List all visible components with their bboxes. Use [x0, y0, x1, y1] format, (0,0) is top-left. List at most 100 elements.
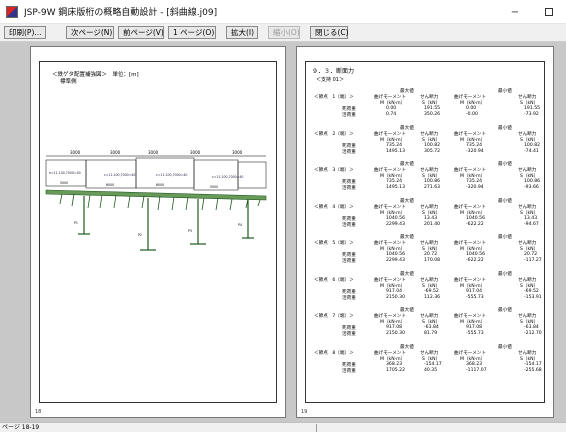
column-unit: M（kN·m）	[380, 320, 406, 325]
column-header: 曲げモーメント	[454, 204, 486, 210]
column-unit: M（kN·m）	[460, 210, 486, 216]
maximize-button[interactable]	[532, 0, 566, 24]
table-cell: 917.04	[466, 288, 483, 294]
table-cell: 1705.22	[386, 367, 405, 373]
minimize-icon: −	[510, 6, 520, 18]
table-cell: 13.43	[524, 215, 538, 221]
column-header: せん断力	[420, 277, 439, 283]
window-title: JSP-9W 鋼床版桁の概略自動設計 - [斜曲線.j09]	[24, 8, 218, 18]
column-unit: M（kN·m）	[460, 174, 486, 179]
table-cell: 917.08	[466, 325, 483, 330]
row-label: 死荷重	[342, 143, 356, 149]
print-button[interactable]: 印刷(P)...	[4, 26, 46, 39]
prev-page-button[interactable]: 前ページ(V)	[118, 26, 164, 39]
span-label: 3000	[232, 150, 243, 155]
column-header: せん断力	[518, 241, 537, 246]
table-cell: -1117.07	[466, 367, 487, 373]
column-unit: S（kN）	[520, 101, 539, 106]
table-cell: -63.84	[424, 325, 439, 330]
column-header: せん断力	[420, 204, 439, 210]
drawing-title: ＜鉄ゲタ配置補強図＞ 単位：[m]	[52, 72, 139, 78]
table-cell: -154.17	[424, 361, 442, 367]
column-unit: M（kN·m）	[380, 283, 406, 289]
span-label: 3000	[148, 150, 159, 155]
column-unit: M（kN·m）	[460, 356, 486, 362]
preview-page-left: ＜鉄ゲタ配置補強図＞ 単位：[m] 標準側 3000 3000 3000 300…	[30, 46, 286, 418]
member-label: c=11.100,7000=40	[104, 173, 135, 177]
column-unit: S（kN）	[422, 320, 441, 325]
column-header: せん断力	[420, 241, 439, 246]
column-header: せん断力	[518, 350, 537, 356]
row-label: 死荷重	[342, 362, 356, 368]
column-header: 曲げモーメント	[454, 350, 486, 356]
column-header: せん断力	[420, 168, 439, 173]
column-unit: S（kN）	[422, 210, 441, 216]
maximize-icon	[545, 8, 553, 16]
pier-label: P1	[74, 221, 78, 225]
girder-segment	[237, 161, 267, 189]
table-cell: -255.68	[524, 367, 542, 373]
column-unit: M（kN·m）	[460, 283, 486, 289]
one-page-button[interactable]: 1 ページ(O)	[168, 26, 216, 39]
max-header: 最大値	[400, 308, 414, 313]
table-cell: -320.94	[466, 185, 484, 190]
table-cell: 112.36	[424, 294, 441, 300]
table-cell: 1040.56	[386, 215, 405, 221]
max-header: 最大値	[400, 125, 414, 131]
table-cell: 20.72	[424, 252, 438, 257]
column-unit: S（kN）	[520, 137, 539, 143]
row-label: 死荷重	[342, 289, 356, 295]
table-cell: -212.70	[524, 331, 542, 336]
table-cell: 368.23	[466, 361, 483, 367]
row-label: 活荷重	[342, 149, 356, 155]
table-cell: 2150.30	[386, 331, 405, 336]
table-cell: 0.00	[386, 106, 397, 111]
table-cell: -74.41	[524, 148, 539, 154]
table-cell: 0.00	[466, 106, 477, 111]
result-block: 最大値 最小値 ＜節点 7（端）＞ 曲げモーメント せん断力 曲げモーメント せん断力 M（k…	[312, 307, 548, 339]
result-block: 最大値 最小値 ＜節点 4（端）＞ 曲げモーメント せん断力 曲げモーメント せん断力 M（k…	[312, 198, 548, 230]
row-label: 死荷重	[342, 326, 356, 331]
close-button[interactable]: 閉じる(C)	[310, 26, 349, 39]
status-text: ページ 18-19	[2, 424, 40, 431]
table-cell: 2299.43	[386, 258, 405, 263]
max-header: 最大値	[400, 89, 414, 94]
table-cell: 917.04	[386, 288, 403, 294]
table-cell: -93.66	[524, 185, 539, 190]
row-label: 活荷重	[342, 368, 356, 374]
column-header: せん断力	[518, 131, 537, 137]
row-label: 死荷重	[342, 253, 356, 258]
drawing-subtitle: 標準側	[60, 79, 77, 85]
table-cell: 305.72	[424, 148, 441, 154]
zoom-in-button[interactable]: 拡大(I)	[226, 26, 258, 39]
table-cell: -622.22	[466, 221, 484, 227]
member-label: c=11.100,7000=40	[156, 173, 187, 177]
column-unit: M（kN·m）	[460, 137, 486, 143]
preview-area[interactable]: ＜鉄ゲタ配置補強図＞ 単位：[m] 標準側 3000 3000 3000 300…	[0, 42, 566, 422]
min-header: 最小値	[498, 125, 512, 131]
table-cell: 20.72	[524, 252, 538, 257]
column-header: せん断力	[420, 350, 439, 356]
result-block: 最大値 最小値 ＜節点 6（端）＞ 曲げモーメント せん断力 曲げモーメント せん断力 M（k…	[312, 271, 548, 303]
table-cell: -117.27	[524, 258, 542, 263]
table-cell: -154.17	[524, 361, 542, 367]
column-unit: S（kN）	[520, 174, 539, 179]
span-label: 3000	[110, 150, 121, 155]
result-block: 最大値 最小値 ＜節点 3（端）＞ 曲げモーメント せん断力 曲げモーメント せん断力 M（k…	[312, 161, 548, 193]
table-cell: 1495.13	[386, 185, 405, 190]
max-header: 最大値	[400, 162, 414, 167]
table-cell: 0.74	[386, 112, 397, 117]
column-unit: S（kN）	[520, 356, 539, 362]
next-page-button[interactable]: 次ページ(N)	[66, 26, 114, 39]
deck-slab	[45, 189, 267, 201]
table-cell: 1495.13	[386, 148, 405, 154]
column-header: 曲げモーメント	[374, 95, 406, 100]
table-cell: -69.52	[424, 288, 439, 294]
column-unit: M（kN·m）	[460, 247, 486, 252]
minimize-button[interactable]: −	[498, 0, 532, 24]
table-cell: 191.55	[424, 106, 441, 111]
min-header: 最小値	[498, 162, 512, 167]
page-frame: ＜鉄ゲタ配置補強図＞ 単位：[m] 標準側 3000 3000 3000 300…	[39, 61, 277, 403]
node-label: ＜節点 2（端）＞	[314, 131, 354, 137]
column-header: 曲げモーメント	[454, 168, 486, 173]
